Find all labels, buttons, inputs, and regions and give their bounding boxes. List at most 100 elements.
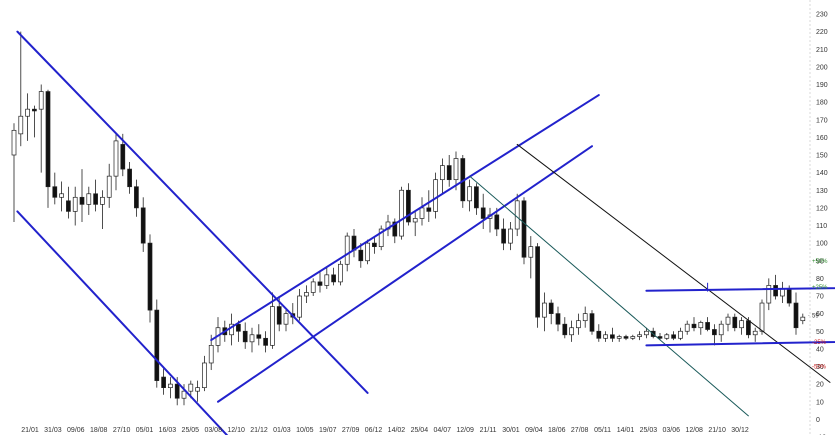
- x-tick-label: 14/02: [388, 427, 406, 434]
- x-tick-label: 03/08: [204, 427, 222, 434]
- x-tick-label: 21/11: [480, 427, 497, 434]
- trendline-range-bottom[interactable]: [645, 338, 835, 347]
- candle-body-down: [45, 91, 51, 188]
- candle: [752, 327, 758, 342]
- candle-body-down: [501, 228, 506, 244]
- x-tick-label: 30/12: [731, 427, 749, 434]
- candle: [644, 327, 649, 339]
- trendline-decline-channel-lower[interactable]: [469, 175, 749, 417]
- x-tick-label: 25/03: [640, 427, 658, 434]
- y-tick-label: 70: [816, 294, 824, 301]
- candle: [399, 186, 404, 240]
- candle: [773, 274, 778, 300]
- candle-body-up: [249, 334, 255, 343]
- candle: [412, 211, 418, 237]
- y-tick-label: 220: [816, 29, 828, 36]
- candle-body-up: [202, 362, 207, 389]
- candle-body-up: [25, 108, 30, 117]
- candle-body-up: [698, 322, 704, 329]
- candle-body-up: [168, 383, 173, 388]
- candle: [406, 183, 411, 226]
- candle: [358, 243, 364, 268]
- candle: [52, 172, 58, 205]
- candle: [127, 162, 132, 194]
- x-tick-label: 09/06: [67, 427, 85, 434]
- candle-body-up: [582, 313, 588, 322]
- y-tick-label: 50: [816, 329, 824, 336]
- candle-body-down: [712, 329, 717, 336]
- candle: [480, 193, 486, 230]
- y-tick-label: 80: [816, 276, 824, 283]
- y-tick-label: 90: [816, 258, 824, 265]
- candle-body-up: [528, 246, 534, 258]
- candle: [392, 218, 398, 244]
- candle-body-down: [372, 242, 377, 248]
- trendline-downtrend-lower[interactable]: [16, 210, 245, 435]
- candle: [161, 366, 166, 395]
- candle-body-up: [800, 316, 806, 322]
- candle-body-down: [147, 242, 153, 311]
- x-tick-label: 09/04: [525, 427, 543, 434]
- candle-body-down: [446, 165, 452, 181]
- candle: [582, 306, 588, 328]
- candle: [793, 292, 799, 335]
- y-tick-label: 130: [816, 188, 828, 195]
- x-tick-label: 14/01: [617, 427, 635, 434]
- x-tick-label: 12/08: [685, 427, 703, 434]
- candle: [453, 151, 459, 191]
- y-tick-label: 20: [816, 382, 824, 389]
- candle: [535, 243, 540, 328]
- candle-body-up: [283, 313, 289, 325]
- candle-body-up: [637, 334, 642, 337]
- y-tick-label: 10: [816, 399, 824, 406]
- y-tick-label: 210: [816, 47, 828, 54]
- x-tick-label: 05/01: [136, 427, 154, 434]
- candle-body-up: [644, 330, 649, 336]
- candle: [283, 310, 289, 332]
- candle-body-up: [338, 263, 343, 283]
- y-tick-label: 140: [816, 170, 828, 177]
- x-tick-label: 21/01: [21, 427, 39, 434]
- candle-body-down: [705, 322, 710, 330]
- trendline-range-top[interactable]: [645, 285, 835, 292]
- y-tick-label: 30: [816, 364, 824, 371]
- candle: [548, 299, 554, 325]
- candle: [766, 278, 772, 311]
- trendline-downtrend-upper[interactable]: [16, 30, 369, 394]
- candle: [684, 320, 690, 335]
- x-tick-label: 30/01: [502, 427, 520, 434]
- candle-body-up: [297, 295, 302, 318]
- candle-body-up: [616, 336, 622, 339]
- candle: [304, 285, 309, 304]
- candle-body-up: [324, 274, 330, 286]
- y-tick-label: 190: [816, 82, 828, 89]
- candle: [154, 299, 160, 388]
- price-level-label: 59: [812, 313, 819, 319]
- trendline-uptrend-upper[interactable]: [210, 94, 600, 342]
- candle-body-up: [603, 334, 608, 339]
- x-tick-label: 01/03: [273, 427, 291, 434]
- candle-body-down: [521, 200, 527, 258]
- candle: [168, 377, 173, 399]
- x-tick-label: 12/09: [456, 427, 474, 434]
- candle-body-down: [317, 281, 323, 286]
- x-tick-label: 10/05: [296, 427, 314, 434]
- y-tick-label: 0: [816, 417, 820, 424]
- price-level-label: +50%: [812, 259, 828, 265]
- candle-body-up: [739, 320, 744, 329]
- candle: [195, 380, 200, 402]
- candle-body-down: [426, 207, 432, 212]
- candle-body-up: [514, 200, 520, 230]
- trendline-uptrend-lower[interactable]: [217, 145, 593, 403]
- x-tick-label: 25/04: [411, 427, 429, 434]
- candle-body-down: [773, 285, 778, 297]
- candle: [338, 260, 343, 286]
- candle: [181, 384, 187, 406]
- y-tick-label: 40: [816, 346, 824, 353]
- candle: [562, 317, 568, 339]
- candle-body-up: [72, 196, 78, 212]
- candle-body-up: [59, 193, 64, 198]
- candle: [317, 271, 323, 293]
